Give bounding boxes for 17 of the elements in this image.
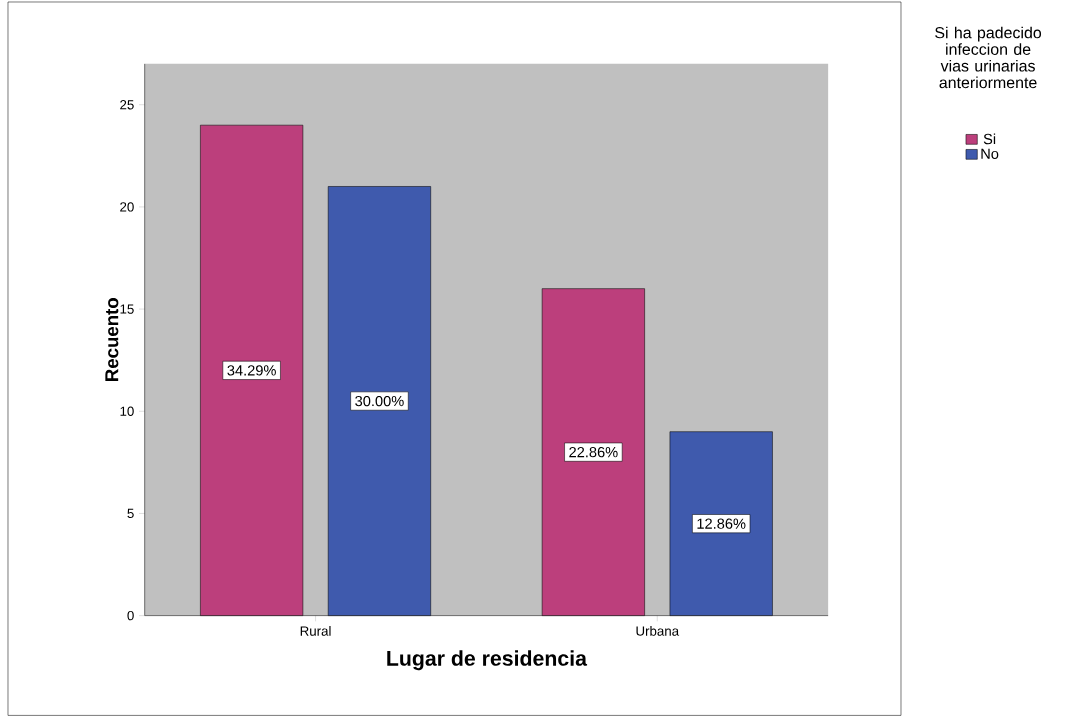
annotation: 34.29% <box>227 365 276 376</box>
y-axis-title: Recuento <box>105 297 119 381</box>
x-axis-title: Lugar de residencia <box>387 650 588 670</box>
legend-label: No <box>981 148 999 159</box>
x-tick-label: Urbana <box>636 625 680 636</box>
y-tick-label: 0 <box>127 610 134 621</box>
legend-label: Si <box>983 133 996 145</box>
annotation: 22.86% <box>569 446 618 458</box>
y-tick-label: 25 <box>120 99 134 110</box>
y-tick-label: 20 <box>120 202 134 212</box>
legend-title: Si ha padecido infeccion de vias urinarias anteriormente <box>935 26 1042 89</box>
x-tick-label: Rural <box>300 625 331 636</box>
annotation: 30.00% <box>355 395 404 407</box>
y-tick-label: 10 <box>120 406 134 416</box>
y-tick-label: 15 <box>120 304 134 314</box>
y-tick-label: 5 <box>127 508 134 518</box>
annotation: 12.86% <box>697 518 746 529</box>
